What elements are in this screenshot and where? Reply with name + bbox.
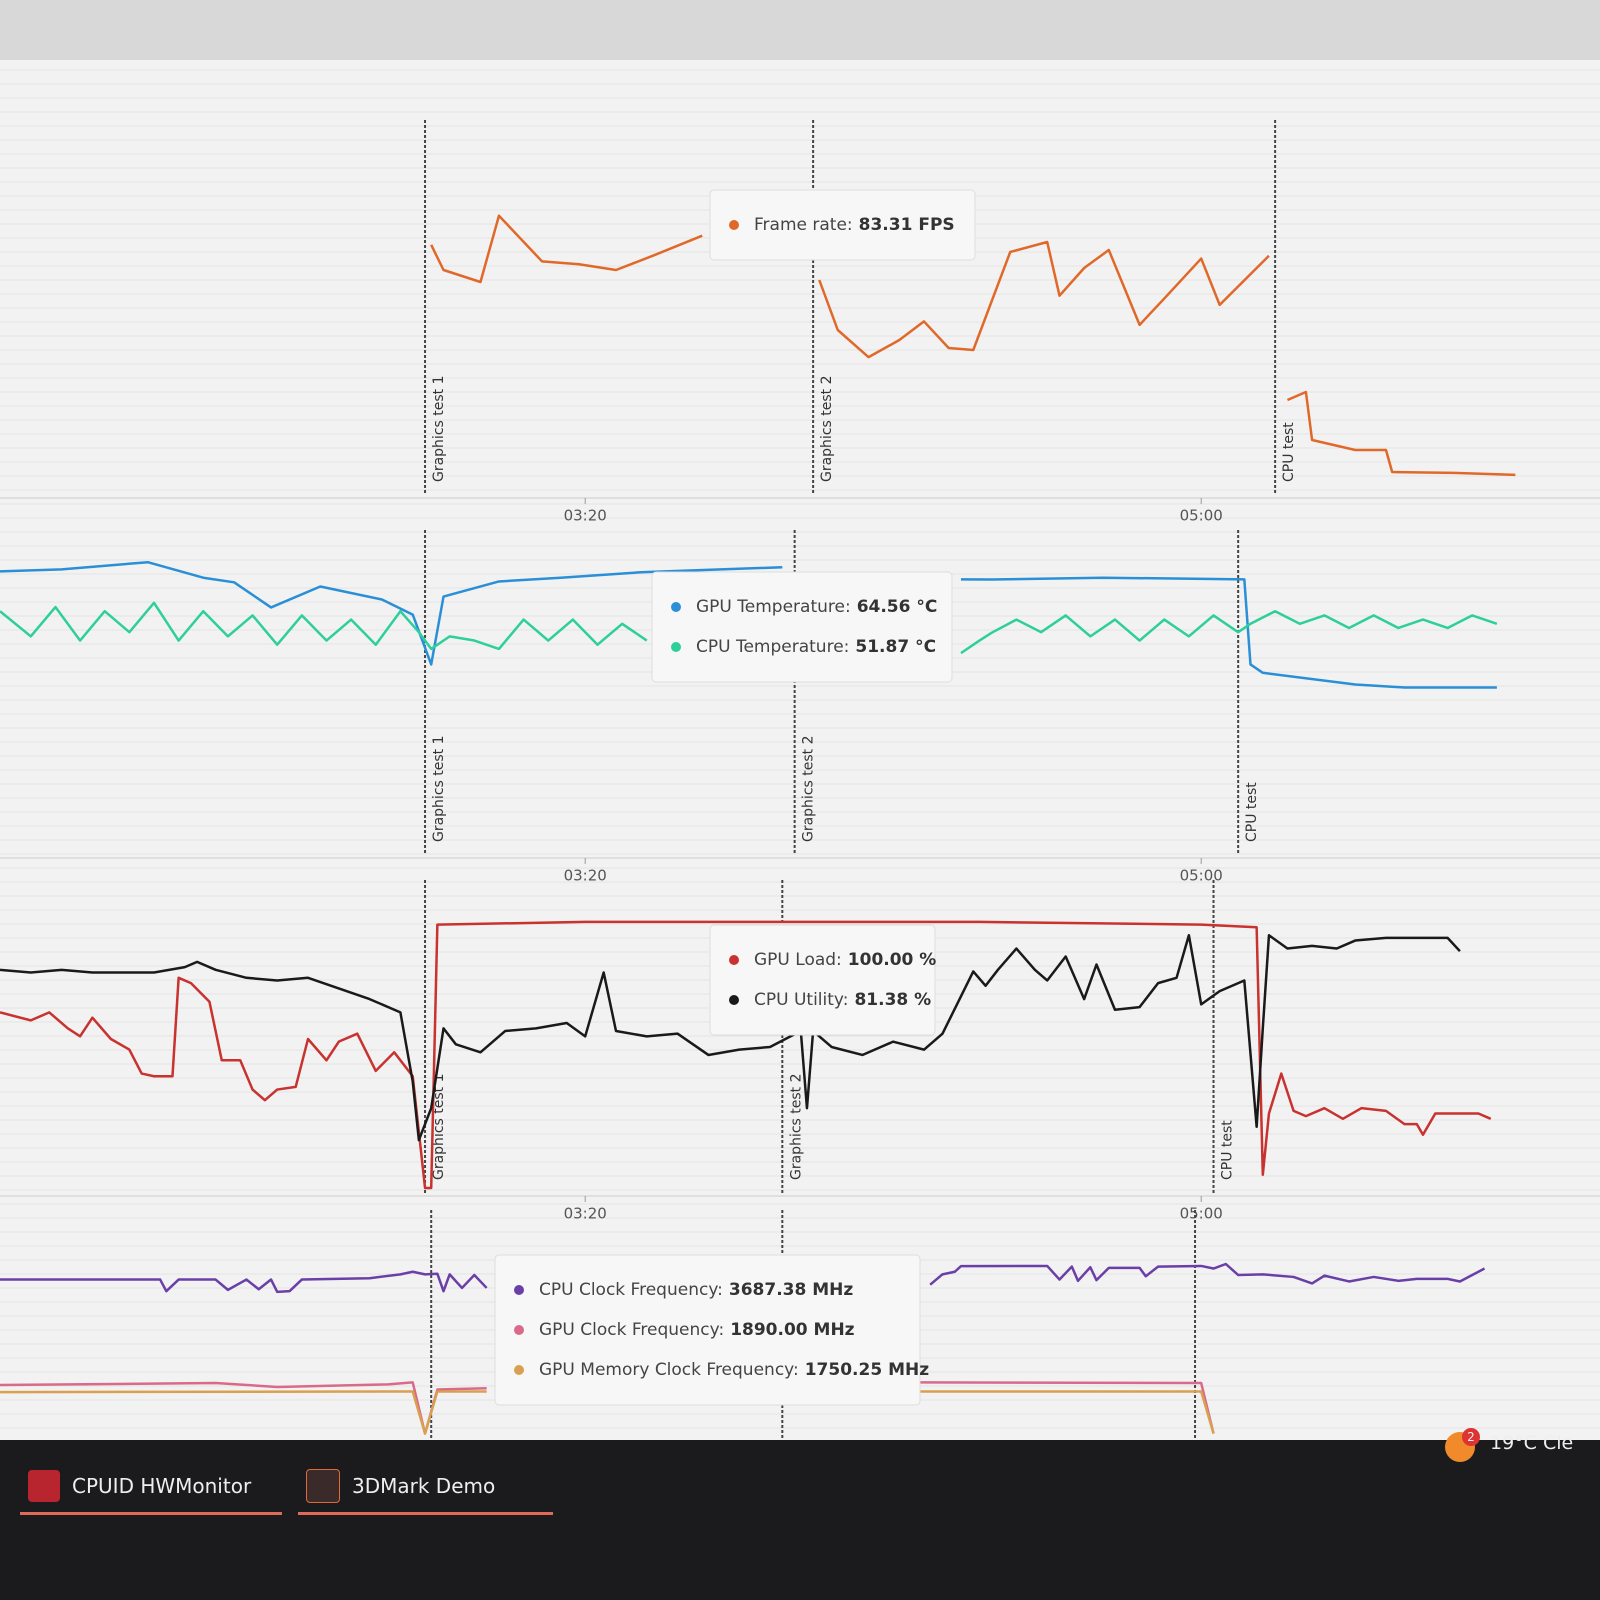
tooltip-text: GPU Memory Clock Frequency: 1750.25 MHz [539, 1360, 929, 1380]
test-marker-label: CPU test [1281, 422, 1297, 482]
tooltip-text: CPU Temperature: 51.87 °C [696, 637, 936, 657]
tooltip-value: 83.31 FPS [859, 215, 955, 235]
x-tick-label: 05:00 [1180, 1205, 1223, 1223]
tooltip-value: 51.87 °C [855, 637, 936, 657]
badge: 2 [1462, 1428, 1480, 1446]
taskbar-app[interactable]: CPUID HWMonitor [20, 1460, 282, 1515]
test-marker-label: CPU test [1220, 1120, 1236, 1180]
test-marker-label: Graphics test 1 [431, 375, 447, 482]
series-line [0, 560, 1497, 689]
tooltip-label: CPU Clock Frequency: [539, 1280, 723, 1300]
tooltip-dot [729, 955, 739, 965]
series-line [430, 214, 1516, 477]
tooltip [494, 1254, 921, 1406]
app-label: 3DMark Demo [352, 1474, 496, 1498]
tooltip-value: 64.56 °C [857, 597, 938, 617]
charts: 03:20 05:00 Graphics test 1 Graphics test 2… [0, 0, 1600, 1440]
series-line [0, 1262, 1486, 1294]
tooltip-text: GPU Clock Frequency: 1890.00 MHz [539, 1320, 855, 1340]
tooltip-dot [514, 1365, 524, 1375]
tooltip [651, 571, 953, 683]
tooltip-dot [671, 642, 681, 652]
tooltip-value: 81.38 % [854, 990, 931, 1010]
tooltip-value: 1890.00 MHz [730, 1320, 854, 1340]
test-marker-label: Graphics test 2 [801, 735, 817, 842]
tooltip-value: 100.00 % [848, 950, 937, 970]
tooltip-text: GPU Load: 100.00 % [754, 950, 936, 970]
tooltip-value: 1750.25 MHz [805, 1360, 929, 1380]
series-line [0, 933, 1461, 1142]
test-marker-label: Graphics test 2 [788, 1073, 804, 1180]
tooltip-label: GPU Load: [754, 950, 842, 970]
tooltip [709, 189, 976, 261]
x-tick-label: 03:20 [564, 507, 607, 525]
test-marker-label: Graphics test 1 [431, 1073, 447, 1180]
taskbar-app[interactable]: 3DMark Demo [298, 1460, 553, 1515]
x-tick-label: 03:20 [564, 1205, 607, 1223]
weather-text: Cle [1543, 1432, 1574, 1454]
x-tick-label: 05:00 [1180, 507, 1223, 525]
tooltip-dot [729, 220, 739, 230]
tooltip [709, 924, 936, 1036]
x-tick-label: 05:00 [1180, 867, 1223, 885]
tooltip-text: CPU Utility: 81.38 % [754, 990, 931, 1010]
series-line [0, 601, 1498, 655]
test-marker-label: Graphics test 1 [431, 735, 447, 842]
tooltip-text: GPU Temperature: 64.56 °C [696, 597, 937, 617]
tooltip-text: Frame rate: 83.31 FPS [754, 215, 955, 235]
tooltip-label: GPU Clock Frequency: [539, 1320, 724, 1340]
tooltip-label: GPU Temperature: [696, 597, 851, 617]
tooltip-label: Frame rate: [754, 215, 853, 235]
app-icon [306, 1469, 340, 1503]
series-line [0, 920, 1492, 1190]
tooltip-label: CPU Utility: [754, 990, 848, 1010]
tooltip-dot [514, 1285, 524, 1295]
tooltip-label: CPU Temperature: [696, 637, 849, 657]
app-icon [28, 1470, 60, 1502]
taskbar: CPUID HWMonitor 3DMark Demo 2 19°C Cle [0, 1428, 1600, 1600]
tooltip-text: CPU Clock Frequency: 3687.38 MHz [539, 1280, 853, 1300]
tooltip-dot [671, 602, 681, 612]
tooltip-value: 3687.38 MHz [729, 1280, 853, 1300]
series-line [0, 1390, 1215, 1435]
tooltip-dot [514, 1325, 524, 1335]
temperature: 19°C [1490, 1432, 1537, 1454]
tooltip-label: GPU Memory Clock Frequency: [539, 1360, 799, 1380]
x-tick-label: 03:20 [564, 867, 607, 885]
app-label: CPUID HWMonitor [72, 1474, 252, 1498]
test-marker-label: CPU test [1244, 782, 1260, 842]
test-marker-label: Graphics test 2 [819, 375, 835, 482]
top-bar [0, 0, 1600, 60]
tooltip-dot [729, 995, 739, 1005]
